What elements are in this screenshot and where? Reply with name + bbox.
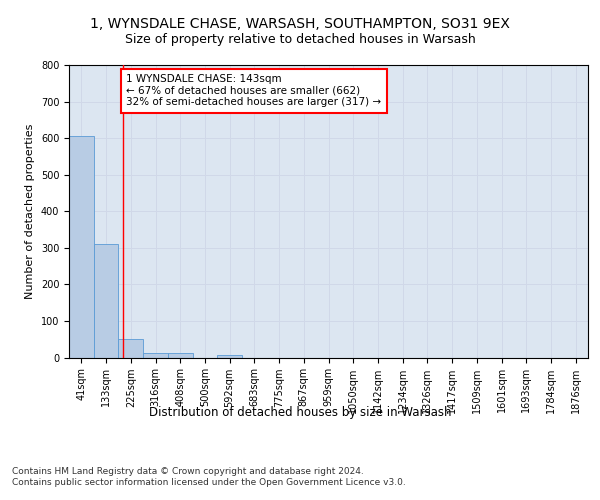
Bar [69,136,94,358]
Text: Contains HM Land Registry data © Crown copyright and database right 2024.
Contai: Contains HM Land Registry data © Crown c… [12,468,406,487]
Text: 1 WYNSDALE CHASE: 143sqm
← 67% of detached houses are smaller (662)
32% of semi-: 1 WYNSDALE CHASE: 143sqm ← 67% of detach… [127,74,382,108]
Bar [118,339,143,357]
Bar [94,244,118,358]
Bar [217,354,242,358]
Text: Distribution of detached houses by size in Warsash: Distribution of detached houses by size … [149,406,451,419]
Text: 1, WYNSDALE CHASE, WARSASH, SOUTHAMPTON, SO31 9EX: 1, WYNSDALE CHASE, WARSASH, SOUTHAMPTON,… [90,18,510,32]
Y-axis label: Number of detached properties: Number of detached properties [25,124,35,299]
Bar [168,352,193,358]
Text: Size of property relative to detached houses in Warsash: Size of property relative to detached ho… [125,32,475,46]
Bar [143,354,168,358]
